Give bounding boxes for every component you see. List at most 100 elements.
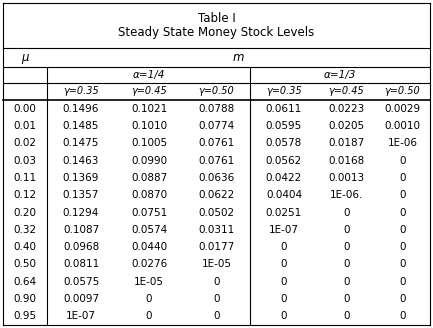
Text: 0.1357: 0.1357	[63, 190, 99, 200]
Text: 0: 0	[281, 242, 287, 252]
Text: 0.1496: 0.1496	[63, 104, 99, 114]
Text: α=1/4: α=1/4	[132, 70, 165, 80]
Text: 0: 0	[343, 277, 350, 287]
Text: 0.01: 0.01	[13, 121, 36, 131]
Text: 0.64: 0.64	[13, 277, 36, 287]
Text: 0.0177: 0.0177	[198, 242, 235, 252]
Text: 0: 0	[281, 311, 287, 321]
Text: 0.1021: 0.1021	[131, 104, 167, 114]
Text: 0.0574: 0.0574	[131, 225, 167, 235]
Text: 0.0578: 0.0578	[266, 138, 302, 148]
Text: 0: 0	[213, 294, 220, 304]
Text: 0: 0	[399, 277, 406, 287]
Text: 0: 0	[343, 208, 350, 217]
Text: 0.0870: 0.0870	[131, 190, 167, 200]
Text: 0.0205: 0.0205	[329, 121, 365, 131]
Text: 0: 0	[399, 173, 406, 183]
Text: 0.0311: 0.0311	[198, 225, 235, 235]
Text: 0.0223: 0.0223	[328, 104, 365, 114]
Text: 0: 0	[343, 311, 350, 321]
Text: 0: 0	[146, 294, 152, 304]
Text: 0: 0	[281, 294, 287, 304]
Text: 0.0611: 0.0611	[266, 104, 302, 114]
Text: 0.0029: 0.0029	[385, 104, 420, 114]
Text: 0.95: 0.95	[13, 311, 36, 321]
Text: 1E-05: 1E-05	[201, 259, 232, 269]
Text: 0.02: 0.02	[13, 138, 36, 148]
Text: 0.0636: 0.0636	[198, 173, 235, 183]
Text: 0.20: 0.20	[13, 208, 36, 217]
Text: 0.0788: 0.0788	[198, 104, 235, 114]
Text: 0: 0	[213, 311, 220, 321]
Text: 0.0440: 0.0440	[131, 242, 167, 252]
Text: 0.0968: 0.0968	[63, 242, 99, 252]
Text: 0.0761: 0.0761	[198, 138, 235, 148]
Text: 0.1485: 0.1485	[63, 121, 99, 131]
Text: 0.1005: 0.1005	[131, 138, 167, 148]
Text: 0.40: 0.40	[13, 242, 36, 252]
Text: 1E-07: 1E-07	[66, 311, 96, 321]
Text: 0.12: 0.12	[13, 190, 36, 200]
Text: 0.0013: 0.0013	[329, 173, 365, 183]
Text: 0.0276: 0.0276	[131, 259, 167, 269]
Text: 0: 0	[146, 311, 152, 321]
Text: 0: 0	[343, 225, 350, 235]
Text: 0: 0	[399, 259, 406, 269]
Text: γ=0.45: γ=0.45	[329, 87, 365, 96]
Text: 0.1087: 0.1087	[63, 225, 99, 235]
Text: γ=0.50: γ=0.50	[199, 87, 234, 96]
Text: 0.1463: 0.1463	[63, 155, 99, 166]
Text: 0.0502: 0.0502	[198, 208, 235, 217]
Text: 1E-05: 1E-05	[134, 277, 164, 287]
Text: 0.1010: 0.1010	[131, 121, 167, 131]
Text: 0.0404: 0.0404	[266, 190, 302, 200]
Text: 0.0595: 0.0595	[266, 121, 302, 131]
Text: 0: 0	[213, 277, 220, 287]
Text: 0.0575: 0.0575	[63, 277, 99, 287]
Text: 0.50: 0.50	[13, 259, 36, 269]
Text: 0.90: 0.90	[13, 294, 36, 304]
Text: 0.0622: 0.0622	[198, 190, 235, 200]
Text: 0.0887: 0.0887	[131, 173, 167, 183]
Text: Table I: Table I	[197, 12, 236, 25]
Text: 0: 0	[399, 190, 406, 200]
Text: 0.0774: 0.0774	[198, 121, 235, 131]
Text: 0.0562: 0.0562	[266, 155, 302, 166]
Text: 0.00: 0.00	[13, 104, 36, 114]
Text: 0.0168: 0.0168	[328, 155, 365, 166]
Text: 0: 0	[343, 294, 350, 304]
Text: 0: 0	[399, 242, 406, 252]
Text: 0.0751: 0.0751	[131, 208, 167, 217]
Text: 0.0251: 0.0251	[266, 208, 302, 217]
Text: 0.0811: 0.0811	[63, 259, 99, 269]
Text: 0.1294: 0.1294	[63, 208, 99, 217]
Text: 0.0010: 0.0010	[385, 121, 420, 131]
Text: γ=0.35: γ=0.35	[63, 87, 99, 96]
Text: 0.32: 0.32	[13, 225, 36, 235]
Text: 0.0187: 0.0187	[328, 138, 365, 148]
Text: μ: μ	[21, 51, 29, 64]
Text: 0: 0	[399, 155, 406, 166]
Text: γ=0.50: γ=0.50	[385, 87, 420, 96]
Text: 0: 0	[399, 294, 406, 304]
Text: 1E-07: 1E-07	[269, 225, 299, 235]
Text: 1E-06.: 1E-06.	[330, 190, 363, 200]
Text: γ=0.45: γ=0.45	[131, 87, 167, 96]
Text: 0.1369: 0.1369	[63, 173, 99, 183]
Text: Steady State Money Stock Levels: Steady State Money Stock Levels	[118, 26, 315, 39]
Text: 0: 0	[399, 208, 406, 217]
Text: m: m	[233, 51, 244, 64]
Text: 0.03: 0.03	[13, 155, 36, 166]
Text: 0: 0	[399, 311, 406, 321]
Text: 0: 0	[399, 225, 406, 235]
Text: α=1/3: α=1/3	[324, 70, 356, 80]
Text: 0.0097: 0.0097	[63, 294, 99, 304]
Text: 0: 0	[281, 277, 287, 287]
Text: γ=0.35: γ=0.35	[266, 87, 302, 96]
Text: 0.11: 0.11	[13, 173, 36, 183]
Text: 0.0990: 0.0990	[131, 155, 167, 166]
Text: 0: 0	[281, 259, 287, 269]
Text: 0.1475: 0.1475	[63, 138, 99, 148]
Text: 0: 0	[343, 259, 350, 269]
Text: 1E-06: 1E-06	[388, 138, 417, 148]
